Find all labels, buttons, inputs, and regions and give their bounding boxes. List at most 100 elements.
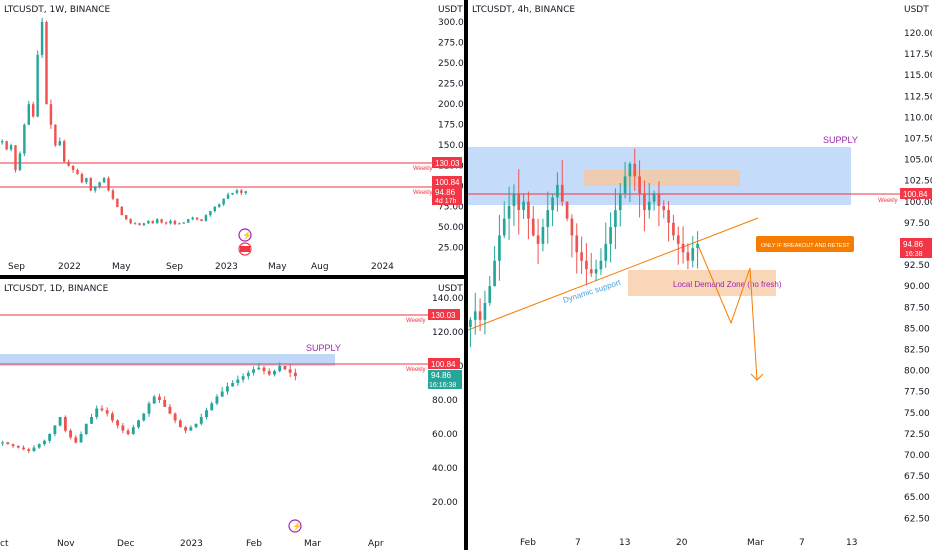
weekly-candle <box>222 198 225 205</box>
svg-text:100.84: 100.84 <box>431 360 456 369</box>
weekly-event-icons[interactable]: ⚡ <box>238 228 252 256</box>
weekly-x-axis[interactable]: Sep 2022 May Sep 2023 May Aug 2024 <box>8 262 394 272</box>
daily-price-tag-middle: 100.84 <box>428 358 460 369</box>
h4-candle <box>676 235 680 244</box>
h4-x-tick: 13 <box>846 538 857 548</box>
h4-projection-path[interactable] <box>697 244 758 381</box>
h4-x-tick: Feb <box>520 538 536 548</box>
weekly-candle <box>186 219 190 223</box>
daily-x-tick: Apr <box>368 539 384 549</box>
weekly-x-tick: Sep <box>8 262 25 272</box>
weekly-candle <box>147 220 150 224</box>
weekly-y-tick: 175.00 <box>438 121 464 131</box>
weekly-candle <box>0 141 4 143</box>
weekly-candle <box>244 191 248 193</box>
daily-y-tick: 20.00 <box>432 498 458 508</box>
h4-y-tick: 102.50 <box>904 177 932 187</box>
svg-text:94.86: 94.86 <box>431 371 452 380</box>
daily-supply-label: SUPPLY <box>306 343 341 353</box>
h4-candle <box>696 243 699 249</box>
weekly-candle <box>14 145 17 170</box>
daily-candle <box>32 447 36 451</box>
daily-candle <box>215 396 219 404</box>
daily-candle <box>220 391 224 397</box>
weekly-candle <box>76 169 79 175</box>
h4-candle <box>536 235 540 244</box>
h4-y-tick: 92.50 <box>904 261 930 271</box>
daily-candle <box>168 406 172 414</box>
svg-text:⚡: ⚡ <box>242 230 252 240</box>
weekly-y-tick: 300.00 <box>438 18 464 28</box>
weekly-price-tag-middle: 100.84 <box>432 176 462 187</box>
daily-candle <box>293 372 297 377</box>
daily-candle <box>178 420 182 428</box>
weekly-y-axis[interactable]: 300.00 275.00 250.00 225.00 200.00 175.00 150.… <box>438 18 464 254</box>
daily-y-tick: 140.00 <box>432 294 464 304</box>
h4-candle <box>585 260 588 270</box>
h4-candle <box>604 243 608 261</box>
weekly-candle <box>129 219 132 224</box>
h4-y-tick: 105.00 <box>904 156 932 166</box>
lightning-icon <box>238 228 252 242</box>
h4-candle <box>522 201 525 211</box>
daily-candle <box>199 417 203 424</box>
weekly-candle <box>124 215 128 220</box>
weekly-candle <box>93 186 97 191</box>
h4-candle <box>507 205 511 219</box>
daily-x-tick: 2023 <box>180 539 203 549</box>
weekly-candle <box>138 223 141 225</box>
h4-y-tick: 112.50 <box>904 92 932 102</box>
h4-y-tick: 65.00 <box>904 493 930 503</box>
daily-candle <box>43 440 46 445</box>
daily-candle <box>147 403 151 414</box>
h4-candle <box>589 269 593 274</box>
daily-candle <box>90 417 93 424</box>
weekly-candle <box>85 178 88 183</box>
weekly-x-tick: May <box>112 262 131 272</box>
h4-candle <box>614 210 617 227</box>
h4-y-tick: 87.50 <box>904 303 930 313</box>
weekly-candle <box>107 178 110 191</box>
h4-x-tick: 20 <box>676 538 688 548</box>
weekly-y-tick: 275.00 <box>438 39 464 49</box>
daily-candles <box>1 362 297 454</box>
daily-candle <box>79 434 83 443</box>
weekly-candle <box>240 190 243 193</box>
h4-candle <box>657 193 661 206</box>
weekly-candle <box>151 220 155 224</box>
h4-x-axis[interactable]: Feb 7 13 20 Mar 7 13 <box>520 538 857 548</box>
weekly-candle <box>49 104 53 125</box>
weekly-chart-panel[interactable]: LTCUSDT, 1W, BINANCE USDT 300.00 275.00 25… <box>0 0 464 275</box>
daily-candle <box>63 417 67 431</box>
weekly-candle <box>195 217 199 220</box>
svg-text:100.84: 100.84 <box>435 178 460 187</box>
weekly-price-tag-current: 94.86 4d 17h <box>432 187 462 205</box>
daily-candle <box>205 410 208 417</box>
daily-candle <box>278 366 282 372</box>
h4-candle <box>628 163 632 177</box>
h4-callout: ONLY IF BREAKOUT AND RETEST <box>756 236 854 252</box>
h4-candles <box>469 148 699 348</box>
daily-candle <box>126 430 130 434</box>
weekly-candle <box>80 174 84 183</box>
daily-candle <box>100 408 104 411</box>
h4-candle <box>618 193 622 211</box>
weekly-y-tick: 75.00 <box>438 203 464 213</box>
h4-y-axis[interactable]: 120.00 117.50 115.00 112.50 110.00 107.50 105.… <box>904 29 932 524</box>
h4-candle <box>681 243 685 253</box>
h4-y-tick: 77.50 <box>904 388 930 398</box>
h4-dynamic-support-line[interactable] <box>468 217 759 331</box>
daily-event-icon[interactable]: ⚡ <box>288 519 302 533</box>
h4-candle <box>498 235 501 261</box>
daily-chart-panel[interactable]: LTCUSDT, 1D, BINANCE USDT SUPPLY Weekly … <box>0 279 464 550</box>
weekly-candle <box>204 215 208 221</box>
h4-candle <box>565 201 569 219</box>
svg-text:16:16:38: 16:16:38 <box>429 382 456 389</box>
svg-text:16:38: 16:38 <box>905 251 923 258</box>
weekly-candle <box>217 204 221 207</box>
daily-candle <box>1 442 5 444</box>
daily-x-axis[interactable]: ct Nov Dec 2023 Feb Mar Apr <box>0 539 384 549</box>
h4-y-tick: 107.50 <box>904 135 932 145</box>
h4-chart-panel[interactable]: LTCUSDT, 4h, BINANCE USDT SUPPLY Weekly … <box>468 0 932 550</box>
